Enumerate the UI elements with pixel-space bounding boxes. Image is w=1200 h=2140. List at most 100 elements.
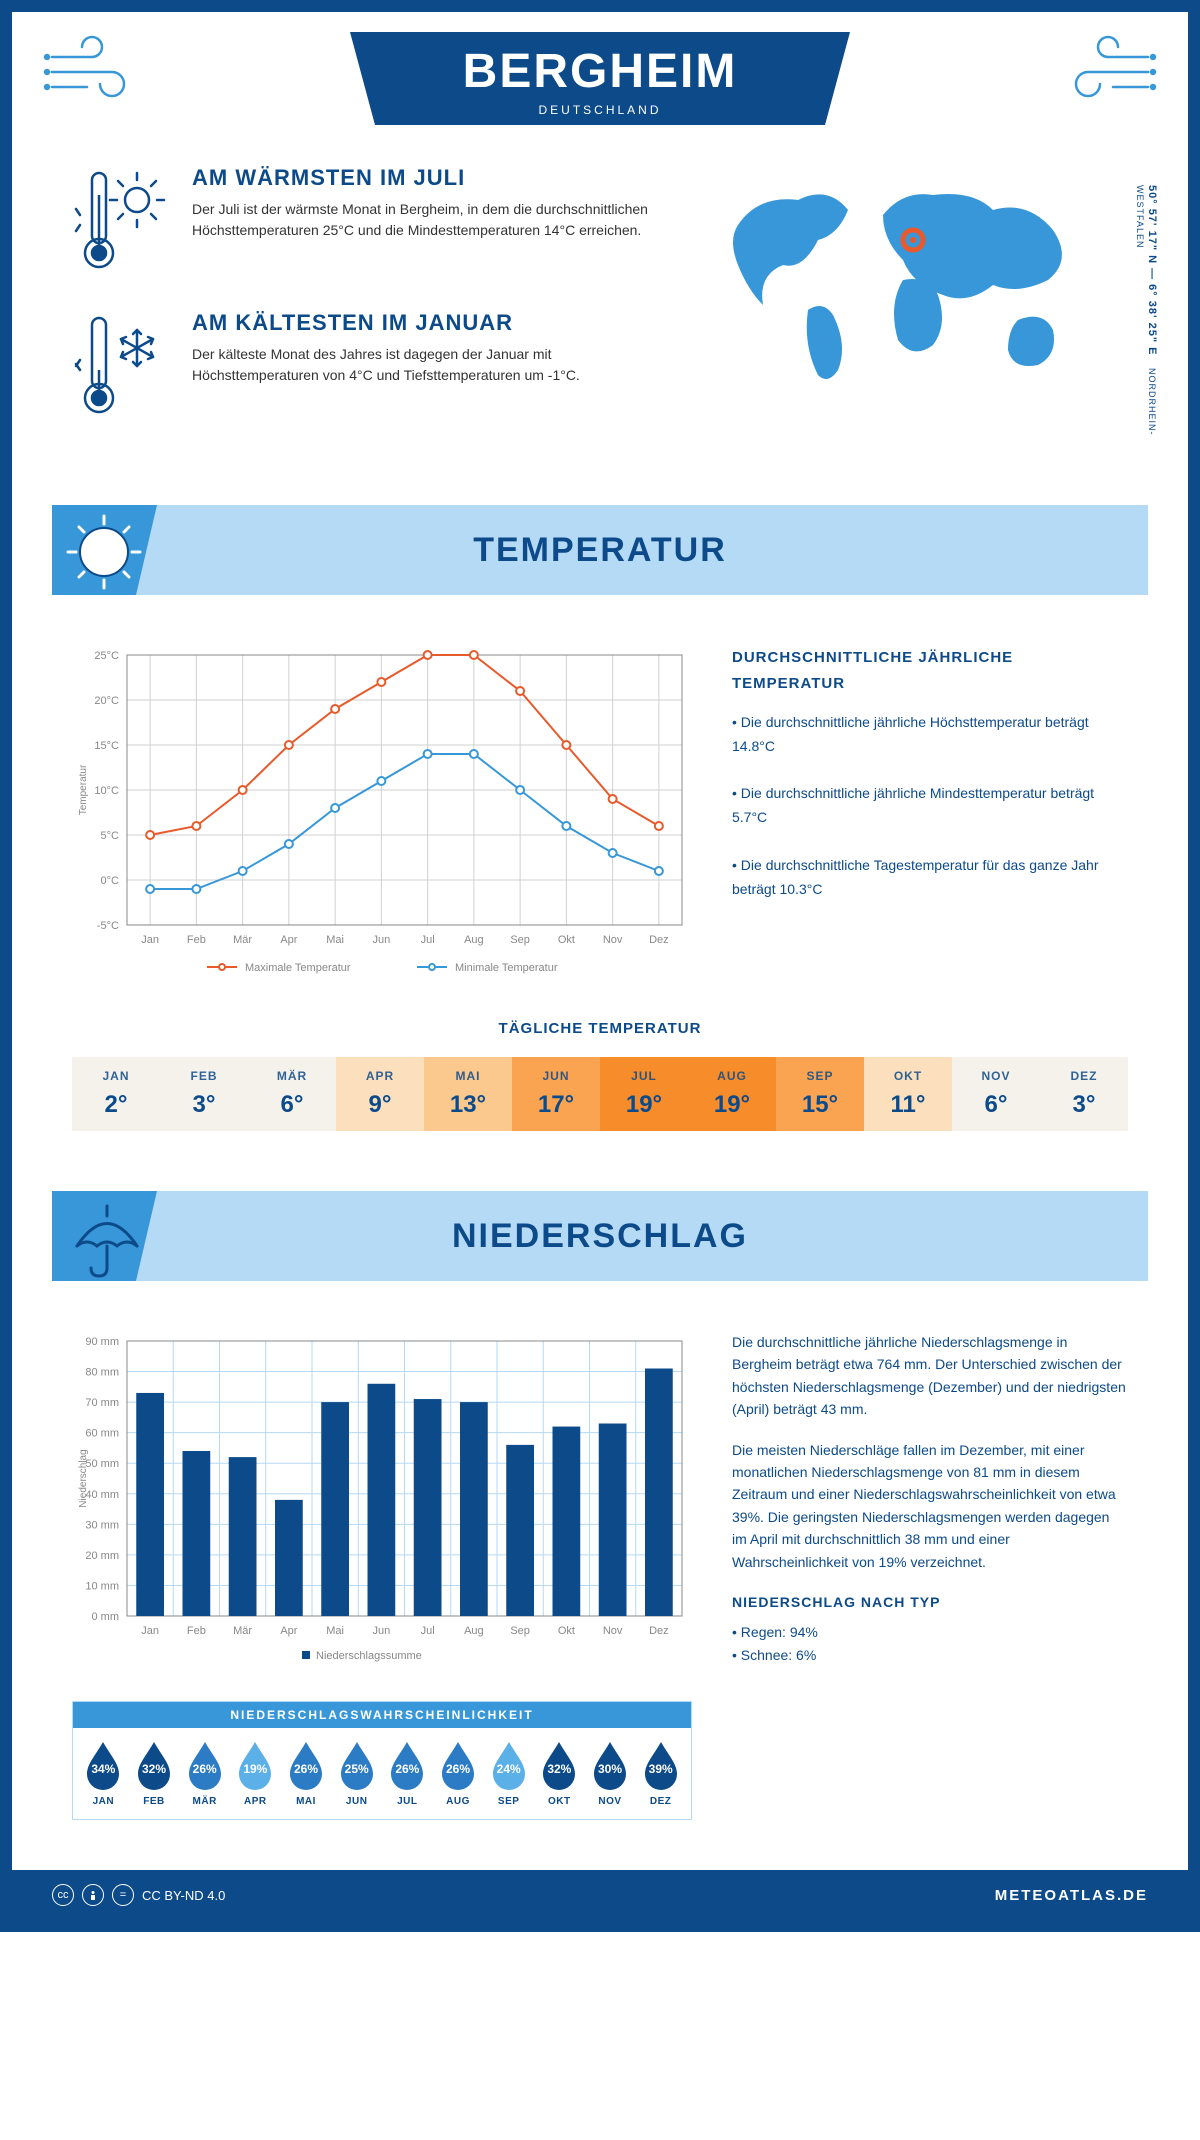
precip-type2: • Schnee: 6% [732, 1644, 1128, 1666]
by-icon [82, 1884, 104, 1906]
precipitation-section-header: NIEDERSCHLAG [52, 1191, 1148, 1281]
svg-text:Niederschlagssumme: Niederschlagssumme [316, 1650, 422, 1662]
thermometer-snow-icon [72, 310, 172, 425]
temperature-title: TEMPERATUR [473, 531, 727, 570]
svg-text:Nov: Nov [603, 1625, 623, 1637]
umbrella-icon [62, 1196, 147, 1286]
page-container: BERGHEIM DEUTSCHLAND AM WÄRMSTEN IM JULI… [0, 0, 1200, 1932]
header: BERGHEIM DEUTSCHLAND [12, 12, 1188, 165]
svg-text:Aug: Aug [464, 934, 484, 946]
svg-text:Jul: Jul [421, 934, 435, 946]
svg-text:Apr: Apr [280, 1625, 297, 1637]
svg-text:-5°C: -5°C [97, 920, 119, 932]
svg-text:Minimale Temperatur: Minimale Temperatur [455, 962, 558, 974]
daily-temp-cell: MAI13° [424, 1057, 512, 1131]
thermometer-sun-icon [72, 165, 172, 280]
probability-grid: 34%JAN32%FEB26%MÄR19%APR26%MAI25%JUN26%J… [73, 1728, 691, 1819]
daily-temp-cell: SEP15° [776, 1057, 864, 1131]
svg-text:Sep: Sep [510, 1625, 530, 1637]
temp-summary-title: DURCHSCHNITTLICHE JÄHRLICHE TEMPERATUR [732, 645, 1128, 696]
svg-text:20°C: 20°C [94, 695, 119, 707]
svg-text:5°C: 5°C [101, 830, 120, 842]
svg-text:Jun: Jun [373, 1625, 391, 1637]
daily-temp-cell: JAN2° [72, 1057, 160, 1131]
site-name: METEOATLAS.DE [995, 1887, 1148, 1904]
svg-text:Dez: Dez [649, 934, 669, 946]
daily-temp-cell: DEZ3° [1040, 1057, 1128, 1131]
precip-type-title: NIEDERSCHLAG NACH TYP [732, 1591, 1128, 1613]
daily-temp-cell: APR9° [336, 1057, 424, 1131]
probability-cell: 19%APR [231, 1740, 280, 1807]
svg-text:0 mm: 0 mm [92, 1611, 120, 1623]
svg-text:Aug: Aug [464, 1625, 484, 1637]
probability-cell: 25%JUN [332, 1740, 381, 1807]
svg-text:60 mm: 60 mm [85, 1428, 119, 1440]
temperature-summary: DURCHSCHNITTLICHE JÄHRLICHE TEMPERATUR •… [732, 645, 1128, 990]
probability-cell: 32%OKT [535, 1740, 584, 1807]
daily-temp-cell: AUG19° [688, 1057, 776, 1131]
precipitation-chart: 0 mm10 mm20 mm30 mm40 mm50 mm60 mm70 mm8… [72, 1331, 692, 1671]
precipitation-body: 0 mm10 mm20 mm30 mm40 mm50 mm60 mm70 mm8… [12, 1301, 1188, 1840]
svg-text:80 mm: 80 mm [85, 1367, 119, 1379]
coldest-title: AM KÄLTESTEN IM JANUAR [192, 310, 668, 336]
precipitation-chart-col: 0 mm10 mm20 mm30 mm40 mm50 mm60 mm70 mm8… [72, 1331, 692, 1820]
wind-icon [42, 32, 162, 117]
temp-summary-b3: • Die durchschnittliche Tagestemperatur … [732, 854, 1128, 902]
svg-text:Mai: Mai [326, 934, 344, 946]
svg-text:10°C: 10°C [94, 785, 119, 797]
probability-cell: 26%AUG [434, 1740, 483, 1807]
svg-text:90 mm: 90 mm [85, 1336, 119, 1348]
temperature-section-header: TEMPERATUR [52, 505, 1148, 595]
title-banner: BERGHEIM DEUTSCHLAND [350, 32, 850, 125]
probability-cell: 34%JAN [79, 1740, 128, 1807]
temperature-body: -5°C0°C5°C10°C15°C20°C25°CJanFebMärAprMa… [12, 615, 1188, 1020]
svg-text:Jul: Jul [421, 1625, 435, 1637]
precipitation-text: Die durchschnittliche jährliche Niedersc… [732, 1331, 1128, 1820]
cc-icon: cc [52, 1884, 74, 1906]
coordinates: 50° 57' 17" N — 6° 38' 25" E NORDRHEIN-W… [1134, 185, 1158, 455]
probability-cell: 39%DEZ [636, 1740, 685, 1807]
city-title: BERGHEIM [430, 44, 770, 99]
probability-cell: 32%FEB [130, 1740, 179, 1807]
svg-text:Jan: Jan [141, 1625, 159, 1637]
warmest-title: AM WÄRMSTEN IM JULI [192, 165, 668, 191]
country-subtitle: DEUTSCHLAND [430, 103, 770, 117]
svg-text:10 mm: 10 mm [85, 1580, 119, 1592]
svg-text:Dez: Dez [649, 1625, 669, 1637]
daily-temperature: TÄGLICHE TEMPERATUR JAN2°FEB3°MÄR6°APR9°… [12, 1020, 1188, 1171]
probability-cell: 30%NOV [586, 1740, 635, 1807]
svg-text:Apr: Apr [280, 934, 297, 946]
svg-text:30 mm: 30 mm [85, 1519, 119, 1531]
daily-temp-cell: OKT11° [864, 1057, 952, 1131]
svg-text:15°C: 15°C [94, 740, 119, 752]
svg-text:70 mm: 70 mm [85, 1397, 119, 1409]
world-map-block: 50° 57' 17" N — 6° 38' 25" E NORDRHEIN-W… [708, 165, 1128, 455]
daily-temp-cell: NOV6° [952, 1057, 1040, 1131]
daily-temp-cell: FEB3° [160, 1057, 248, 1131]
footer: cc = CC BY-ND 4.0 METEOATLAS.DE [12, 1870, 1188, 1920]
svg-text:Feb: Feb [187, 1625, 206, 1637]
svg-text:Temperatur: Temperatur [78, 764, 89, 815]
daily-temp-cell: JUL19° [600, 1057, 688, 1131]
svg-text:50 mm: 50 mm [85, 1458, 119, 1470]
intro-section: AM WÄRMSTEN IM JULI Der Juli ist der wär… [12, 165, 1188, 485]
svg-text:Sep: Sep [510, 934, 530, 946]
svg-text:25°C: 25°C [94, 650, 119, 662]
daily-temp-cell: JUN17° [512, 1057, 600, 1131]
warmest-block: AM WÄRMSTEN IM JULI Der Juli ist der wär… [72, 165, 668, 280]
wind-icon [1038, 32, 1158, 117]
svg-text:Okt: Okt [558, 934, 575, 946]
svg-text:Mär: Mär [233, 934, 252, 946]
probability-cell: 26%MÄR [180, 1740, 229, 1807]
probability-cell: 26%JUL [383, 1740, 432, 1807]
world-map-icon [708, 165, 1108, 395]
license-block: cc = CC BY-ND 4.0 [52, 1884, 225, 1906]
svg-text:Mär: Mär [233, 1625, 252, 1637]
daily-temp-title: TÄGLICHE TEMPERATUR [72, 1020, 1128, 1037]
precip-p1: Die durchschnittliche jährliche Niedersc… [732, 1331, 1128, 1421]
sun-icon [62, 510, 147, 600]
svg-text:Nov: Nov [603, 934, 623, 946]
precipitation-title: NIEDERSCHLAG [452, 1217, 748, 1256]
svg-text:40 mm: 40 mm [85, 1489, 119, 1501]
daily-temp-cell: MÄR6° [248, 1057, 336, 1131]
